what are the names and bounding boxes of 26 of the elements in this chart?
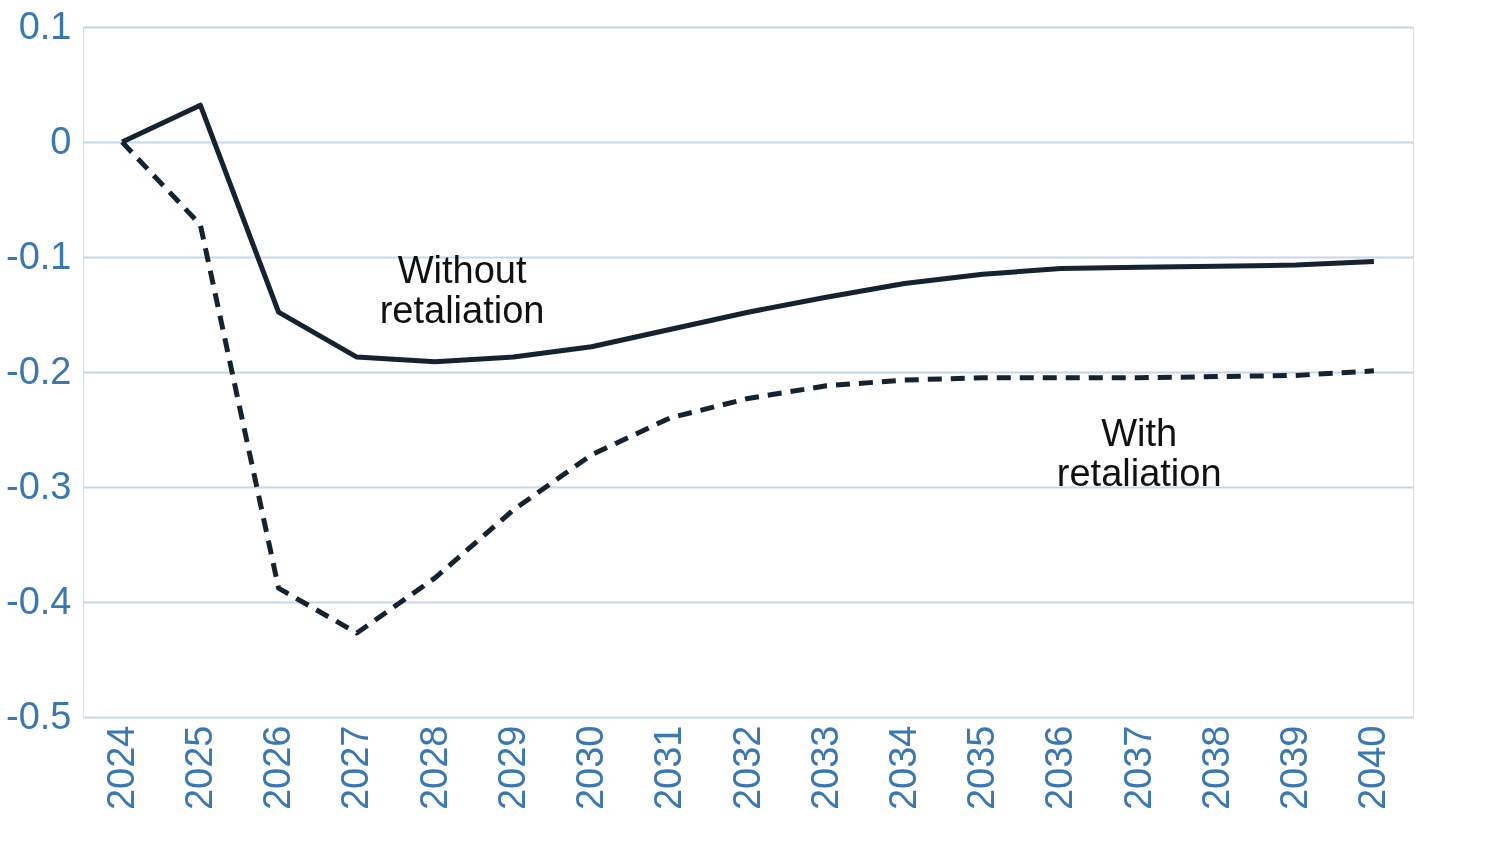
y-tick-label: 0.1	[18, 4, 72, 47]
x-tick-label: 2030	[569, 725, 612, 811]
x-tick-label: 2025	[177, 725, 220, 811]
y-tick-label: -0.4	[6, 579, 72, 622]
x-tick-label: 2040	[1351, 725, 1394, 811]
y-tick-label: -0.1	[6, 234, 72, 277]
series-label: Without retaliation	[379, 248, 545, 331]
y-tick-label: -0.2	[6, 349, 72, 392]
x-tick-label: 2034	[881, 725, 924, 811]
x-tick-label: 2031	[647, 725, 690, 811]
x-tick-label: 2028	[412, 725, 455, 811]
x-tick-label: 2039	[1273, 725, 1316, 811]
series-label: With retaliation	[1056, 411, 1222, 494]
y-tick-label: -0.3	[6, 464, 72, 507]
x-tick-label: 2036	[1038, 725, 1081, 811]
y-tick-label: -0.5	[6, 694, 72, 737]
x-tick-label: 2024	[99, 725, 142, 811]
x-tick-label: 2038	[1194, 725, 1237, 811]
x-tick-label: 2032	[725, 725, 768, 811]
y-tick-label: 0	[50, 119, 72, 162]
x-tick-label: 2033	[803, 725, 846, 811]
x-tick-label: 2035	[960, 725, 1003, 811]
x-tick-label: 2026	[256, 725, 299, 811]
x-tick-label: 2027	[334, 725, 377, 811]
x-tick-label: 2029	[490, 725, 533, 811]
x-tick-label: 2037	[1116, 725, 1159, 811]
